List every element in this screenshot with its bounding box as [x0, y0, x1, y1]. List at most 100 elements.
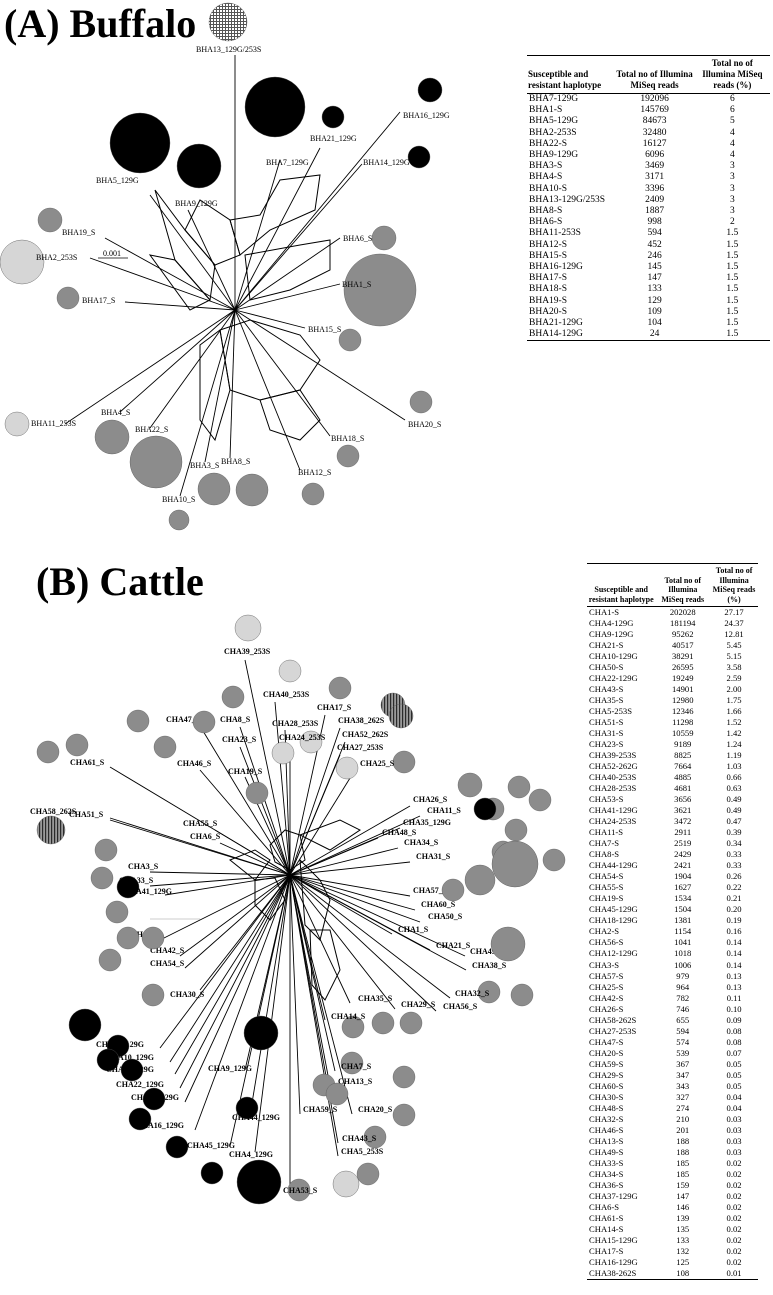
cell-haplotype: BHA15-S	[529, 250, 568, 261]
cell-haplotype: CHA8-S	[589, 849, 620, 860]
cell-total-reads: 746	[676, 1003, 690, 1014]
cell-haplotype: CHA41-129G	[589, 805, 638, 816]
haplotype-label: CHA38_S	[472, 961, 507, 970]
table-row: CHA5-253S 12346 1.66	[587, 706, 758, 717]
haplotype-node-susceptible	[409, 390, 433, 414]
cell-reads-percent: 3	[729, 183, 735, 194]
table-row: CHA19-S 1534 0.21	[587, 893, 758, 904]
network-edge	[289, 874, 353, 1115]
cell-reads-percent: 0.34	[726, 838, 742, 849]
cell-reads-percent: 0.02	[726, 1234, 742, 1245]
haplotype-label: CHA5_253S	[341, 1147, 384, 1156]
cell-reads-percent: 3.58	[726, 662, 742, 673]
cell-total-reads: 109	[647, 306, 662, 317]
cell-reads-percent: 1.5	[726, 284, 739, 295]
haplotype-label: BHA15_S	[308, 325, 341, 334]
cell-total-reads: 12346	[672, 706, 694, 717]
haplotype-label: CHA14_S	[331, 1012, 366, 1021]
table-row: CHA15-129G 133 0.02	[587, 1235, 758, 1246]
cell-haplotype: CHA1-S	[589, 607, 620, 617]
haplotype-label: CHA46_S	[177, 759, 212, 768]
cell-total-reads: 135	[676, 1223, 690, 1234]
cell-haplotype: CHA14-S	[589, 1223, 624, 1234]
haplotype-node-susceptible	[491, 840, 539, 888]
cell-haplotype: CHA2-S	[589, 926, 620, 937]
haplotype-label: BHA14_129G	[363, 158, 410, 167]
cell-total-reads: 147	[647, 273, 662, 284]
network-edge	[179, 309, 236, 497]
cell-haplotype: CHA6-S	[589, 1201, 620, 1212]
cell-total-reads: 1041	[674, 937, 692, 948]
haplotype-node-resistant-129G	[176, 143, 222, 189]
cell-total-reads: 979	[676, 970, 690, 981]
cell-reads-percent: 0.39	[726, 827, 742, 838]
table-row: CHA16-129G 125 0.02	[587, 1257, 758, 1268]
haplotype-label: BHA16_129G	[403, 111, 450, 120]
cell-total-reads: 2519	[674, 838, 692, 849]
cell-reads-percent: 0.02	[726, 1157, 742, 1168]
cell-haplotype: CHA40-253S	[589, 772, 637, 783]
cell-reads-percent: 1.19	[726, 750, 742, 761]
network-edge	[289, 874, 437, 1012]
haplotype-node-susceptible	[94, 838, 118, 862]
header-haplotype: Susceptible and resistant haplotype	[587, 563, 656, 607]
table-row: BHA13-129G/253S 2409 3	[527, 195, 770, 206]
cell-haplotype: BHA17-S	[529, 273, 568, 284]
haplotype-label: CHA56_S	[443, 1002, 478, 1011]
cell-haplotype: CHA35-S	[589, 695, 624, 706]
haplotype-node-susceptible	[126, 709, 150, 733]
cell-reads-percent: 0.03	[726, 1124, 742, 1135]
haplotype-node-resistant-129G	[116, 875, 140, 899]
haplotype-label: BHA17_S	[82, 296, 115, 305]
cell-total-reads: 3171	[645, 172, 665, 183]
cell-haplotype: CHA48-S	[589, 1102, 624, 1113]
haplotype-node-susceptible	[441, 878, 465, 902]
haplotype-node-susceptible	[325, 1082, 349, 1106]
haplotype-node-resistant-129G	[235, 1096, 259, 1120]
cell-haplotype: BHA22-S	[529, 138, 568, 149]
network-edge	[199, 725, 291, 876]
network-edge	[149, 309, 236, 429]
table-row: CHA17-S 132 0.02	[587, 1246, 758, 1257]
cell-reads-percent: 0.02	[726, 1223, 742, 1234]
network-edge	[249, 874, 291, 1116]
haplotype-label: CHA40_253S	[263, 690, 310, 699]
cell-reads-percent: 1.75	[726, 695, 742, 706]
cell-reads-percent: 1.5	[726, 228, 739, 239]
cell-haplotype: CHA24-253S	[589, 816, 637, 827]
table-row: CHA45-129G 1504 0.20	[587, 904, 758, 915]
haplotype-label: CHA50_S	[428, 912, 463, 921]
cell-reads-percent: 1.5	[726, 318, 739, 329]
cell-reads-percent: 0.14	[726, 959, 742, 970]
table-row: CHA46-S 201 0.03	[587, 1125, 758, 1136]
cell-reads-percent: 1.5	[726, 262, 739, 273]
cell-reads-percent: 0.03	[726, 1113, 742, 1124]
cell-total-reads: 998	[647, 217, 662, 228]
haplotype-node-susceptible	[457, 772, 483, 798]
cell-total-reads: 4681	[674, 783, 692, 794]
network-edge	[234, 309, 331, 437]
haplotype-node-susceptible	[129, 435, 183, 489]
network-edge	[234, 309, 301, 471]
cell-haplotype: BHA19-S	[529, 295, 568, 306]
haplotype-node-susceptible	[356, 1162, 380, 1186]
cell-haplotype: CHA15-129G	[589, 1234, 638, 1245]
header-reads-percent: Total no of Illumina MiSeq reads (%)	[694, 55, 770, 94]
haplotype-label: BHA18_S	[331, 434, 364, 443]
cell-haplotype: BHA20-S	[529, 306, 568, 317]
cell-total-reads: 108	[655, 1267, 711, 1280]
cattle-reads-table: Susceptible and resistant haplotype Tota…	[587, 563, 758, 1280]
haplotype-node-resistant-129G	[243, 1015, 279, 1051]
cell-total-reads: 40517	[672, 640, 694, 651]
haplotype-node-resistant-129G	[321, 105, 345, 129]
cell-total-reads: 192096	[640, 94, 669, 104]
table-row: CHA35-S 12980 1.75	[587, 695, 758, 706]
cell-haplotype: CHA17-S	[589, 1245, 624, 1256]
header-total-reads: Total no of Illumina MiSeq reads	[655, 563, 711, 607]
cell-reads-percent: 0.26	[726, 871, 742, 882]
cell-haplotype: BHA2-253S	[529, 127, 577, 138]
cell-haplotype: BHA12-S	[529, 239, 568, 250]
table-row: CHA58-262S 655 0.09	[587, 1015, 758, 1026]
network-edge	[289, 805, 411, 876]
cell-total-reads: 14901	[672, 684, 694, 695]
